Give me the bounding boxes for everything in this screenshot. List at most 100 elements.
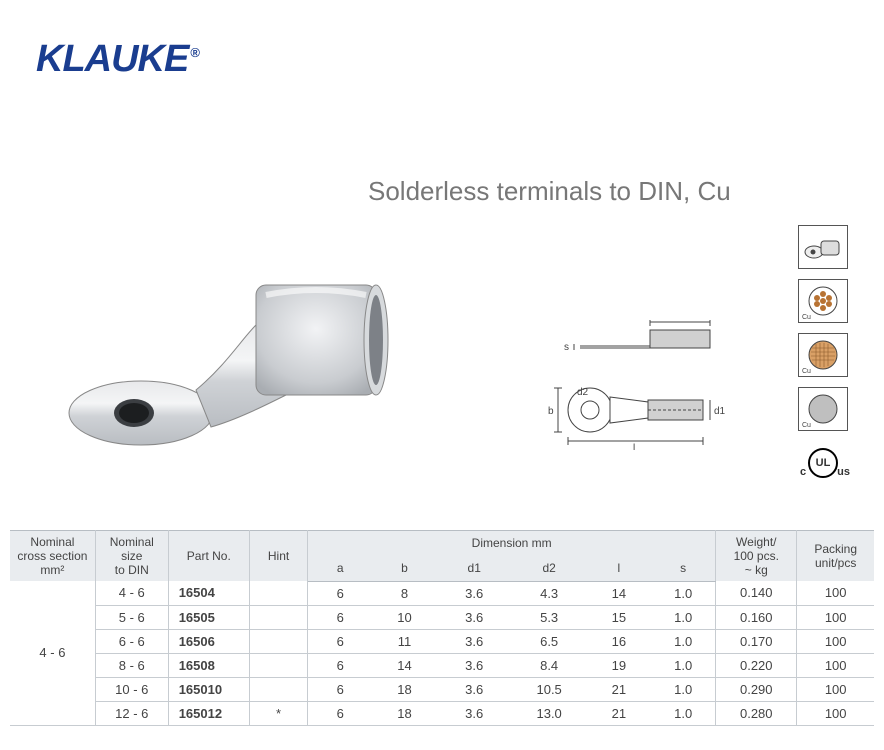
- cell-d2: 5.3: [512, 605, 587, 629]
- cell-a: 6: [308, 629, 373, 653]
- cell-s: 1.0: [651, 581, 716, 605]
- cell-l: 15: [587, 605, 652, 629]
- ul-us: us: [837, 466, 850, 478]
- dim-d2-label: d2: [577, 387, 589, 398]
- table-row: 12 - 6165012*6183.613.0211.00.280100: [10, 701, 874, 725]
- cu-label-2: Cu: [802, 368, 811, 375]
- dim-d1-label: d1: [714, 406, 726, 417]
- registered-mark: ®: [190, 45, 199, 60]
- cell-a: 6: [308, 581, 373, 605]
- cell-hint: [249, 677, 307, 701]
- cell-p: 100: [797, 653, 874, 677]
- cu-label-1: Cu: [802, 314, 811, 321]
- ul-text: UL: [816, 457, 831, 469]
- cell-b: 14: [372, 653, 437, 677]
- table-row: 6 - 6165066113.66.5161.00.170100: [10, 629, 874, 653]
- cell-part: 16504: [168, 581, 249, 605]
- th-b: b: [372, 556, 437, 581]
- cell-w: 0.280: [716, 701, 797, 725]
- logo-text: KlauKe: [36, 38, 188, 80]
- cell-size: 8 - 6: [95, 653, 168, 677]
- cell-p: 100: [797, 581, 874, 605]
- cell-b: 8: [372, 581, 437, 605]
- th-dimension: Dimension mm: [308, 531, 716, 556]
- cell-d1: 3.6: [437, 653, 512, 677]
- brand-logo: KlauKe®: [36, 38, 862, 81]
- cell-size: 6 - 6: [95, 629, 168, 653]
- group-cross-section: 4 - 6: [10, 581, 95, 725]
- cell-part: 16506: [168, 629, 249, 653]
- cu-stranded-icon: Cu: [798, 279, 848, 323]
- cell-hint: [249, 653, 307, 677]
- cell-s: 1.0: [651, 629, 716, 653]
- cell-d2: 4.3: [512, 581, 587, 605]
- th-packing: Packing unit/pcs: [797, 531, 874, 582]
- spec-table: Nominal cross section mm² Nominal size t…: [10, 530, 874, 726]
- cell-hint: [249, 581, 307, 605]
- page-title: Solderless terminals to DIN, Cu: [368, 176, 731, 207]
- cell-hint: [249, 629, 307, 653]
- cell-hint: [249, 605, 307, 629]
- th-s: s: [651, 556, 716, 581]
- cell-size: 12 - 6: [95, 701, 168, 725]
- cell-s: 1.0: [651, 653, 716, 677]
- cell-w: 0.160: [716, 605, 797, 629]
- cell-size: 10 - 6: [95, 677, 168, 701]
- cell-d2: 10.5: [512, 677, 587, 701]
- cu-solid-icon: Cu: [798, 387, 848, 431]
- cell-d2: 6.5: [512, 629, 587, 653]
- cell-a: 6: [308, 677, 373, 701]
- ul-badge: UL c us: [798, 441, 848, 485]
- cell-l: 19: [587, 653, 652, 677]
- cell-d1: 3.6: [437, 605, 512, 629]
- cell-p: 100: [797, 629, 874, 653]
- dim-b-label: b: [548, 406, 554, 417]
- cell-s: 1.0: [651, 605, 716, 629]
- th-cross-section: Nominal cross section mm²: [10, 531, 95, 582]
- th-d2: d2: [512, 556, 587, 581]
- cell-s: 1.0: [651, 677, 716, 701]
- cell-p: 100: [797, 701, 874, 725]
- cell-size: 4 - 6: [95, 581, 168, 605]
- cell-l: 16: [587, 629, 652, 653]
- table-row: 5 - 6165056103.65.3151.00.160100: [10, 605, 874, 629]
- cell-a: 6: [308, 653, 373, 677]
- cu-fine-icon: Cu: [798, 333, 848, 377]
- table-row: 4 - 64 - 616504683.64.3141.00.140100: [10, 581, 874, 605]
- cell-a: 6: [308, 701, 373, 725]
- cell-d1: 3.6: [437, 629, 512, 653]
- table-row: 8 - 616508 6143.68.4191.00.220100: [10, 653, 874, 677]
- dim-s-label: s: [564, 342, 569, 353]
- cell-l: 21: [587, 701, 652, 725]
- cell-b: 18: [372, 701, 437, 725]
- th-l: l: [587, 556, 652, 581]
- cell-s: 1.0: [651, 701, 716, 725]
- cell-p: 100: [797, 677, 874, 701]
- cell-d2: 13.0: [512, 701, 587, 725]
- cell-b: 10: [372, 605, 437, 629]
- cell-d1: 3.6: [437, 701, 512, 725]
- cell-d2: 8.4: [512, 653, 587, 677]
- cell-d1: 3.6: [437, 677, 512, 701]
- technical-diagram: a s b: [530, 320, 740, 450]
- product-photo: [56, 255, 396, 455]
- cell-hint: *: [249, 701, 307, 725]
- th-d1: d1: [437, 556, 512, 581]
- cell-part: 165012: [168, 701, 249, 725]
- table-row: 10 - 61650106183.610.5211.00.290100: [10, 677, 874, 701]
- cell-l: 21: [587, 677, 652, 701]
- cell-part: 16508: [168, 653, 249, 677]
- dim-l-label: l: [633, 443, 635, 450]
- cell-b: 18: [372, 677, 437, 701]
- dim-a-label: a: [676, 320, 682, 321]
- th-part-no: Part No.: [168, 531, 249, 582]
- cell-l: 14: [587, 581, 652, 605]
- cell-b: 11: [372, 629, 437, 653]
- cell-p: 100: [797, 605, 874, 629]
- lug-icon: [798, 225, 848, 269]
- th-hint: Hint: [249, 531, 307, 582]
- cell-d1: 3.6: [437, 581, 512, 605]
- property-icons: Cu Cu Cu UL c us: [798, 225, 848, 485]
- cell-w: 0.220: [716, 653, 797, 677]
- cu-label-3: Cu: [802, 422, 811, 429]
